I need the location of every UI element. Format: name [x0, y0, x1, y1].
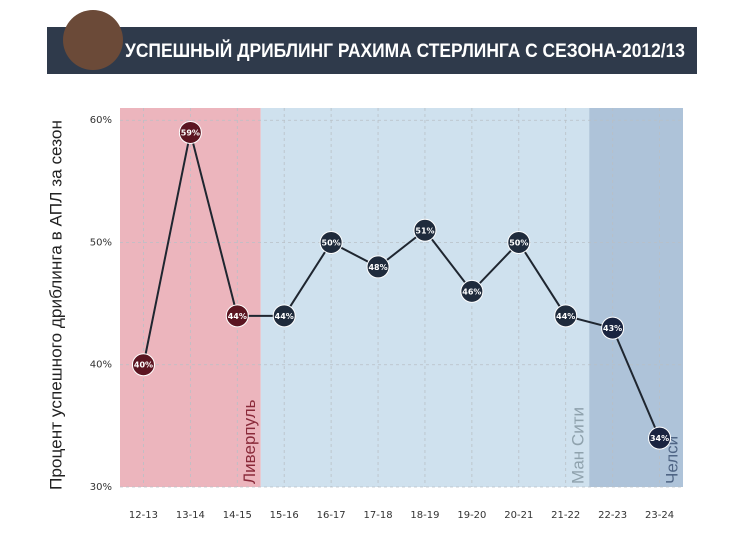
- y-tick-label: 50%: [90, 237, 112, 248]
- point-marker: [413, 218, 437, 242]
- point-marker: [319, 230, 343, 254]
- x-tick-label: 19-20: [457, 510, 486, 521]
- data-label: 34%: [650, 434, 669, 443]
- data-label: 40%: [134, 361, 153, 370]
- x-tick-label: 23-24: [645, 510, 674, 521]
- x-tick-label: 14-15: [223, 510, 252, 521]
- data-label: 44%: [275, 312, 294, 321]
- y-tick-label: 30%: [90, 482, 112, 493]
- x-tick-label: 22-23: [598, 510, 627, 521]
- x-tick-label: 13-14: [176, 510, 205, 521]
- x-tick-label: 17-18: [364, 510, 393, 521]
- data-label: 44%: [556, 312, 575, 321]
- point-marker: [131, 353, 155, 377]
- data-label: 48%: [368, 263, 387, 272]
- title-bar: [47, 27, 697, 74]
- point-marker: [178, 120, 202, 144]
- data-label: 44%: [228, 312, 247, 321]
- point-marker: [507, 230, 531, 254]
- point-marker: [366, 255, 390, 279]
- club-region: [120, 108, 261, 487]
- point-marker: [225, 304, 249, 328]
- region-label: Ливерпуль: [240, 399, 259, 484]
- x-tick-label: 18-19: [410, 510, 439, 521]
- data-label: 43%: [603, 324, 622, 333]
- x-tick-label: 16-17: [317, 510, 346, 521]
- y-axis-label: Процент успешного дриблинга в АПЛ за сез…: [46, 120, 65, 490]
- x-tick-label: 12-13: [129, 510, 158, 521]
- point-marker: [554, 304, 578, 328]
- region-label: Ман Сити: [569, 407, 588, 484]
- data-label: 46%: [462, 287, 481, 296]
- x-tick-label: 21-22: [551, 510, 580, 521]
- point-marker: [601, 316, 625, 340]
- club-region: [589, 108, 683, 487]
- region-label: Челси: [662, 436, 681, 484]
- x-tick-label: 20-21: [504, 510, 533, 521]
- club-region: [260, 108, 590, 487]
- player-photo: [63, 10, 123, 70]
- point-marker: [460, 279, 484, 303]
- data-label: 50%: [509, 238, 528, 247]
- data-label: 59%: [181, 128, 200, 137]
- data-label: 50%: [322, 238, 341, 247]
- chart-title: УСПЕШНЫЙ ДРИБЛИНГ РАХИМА СТЕРЛИНГА С СЕЗ…: [125, 40, 685, 62]
- data-label: 51%: [415, 226, 434, 235]
- y-tick-label: 60%: [90, 115, 112, 126]
- x-tick-label: 15-16: [270, 510, 299, 521]
- y-tick-label: 40%: [90, 360, 112, 371]
- point-marker: [272, 304, 296, 328]
- point-marker: [648, 426, 672, 450]
